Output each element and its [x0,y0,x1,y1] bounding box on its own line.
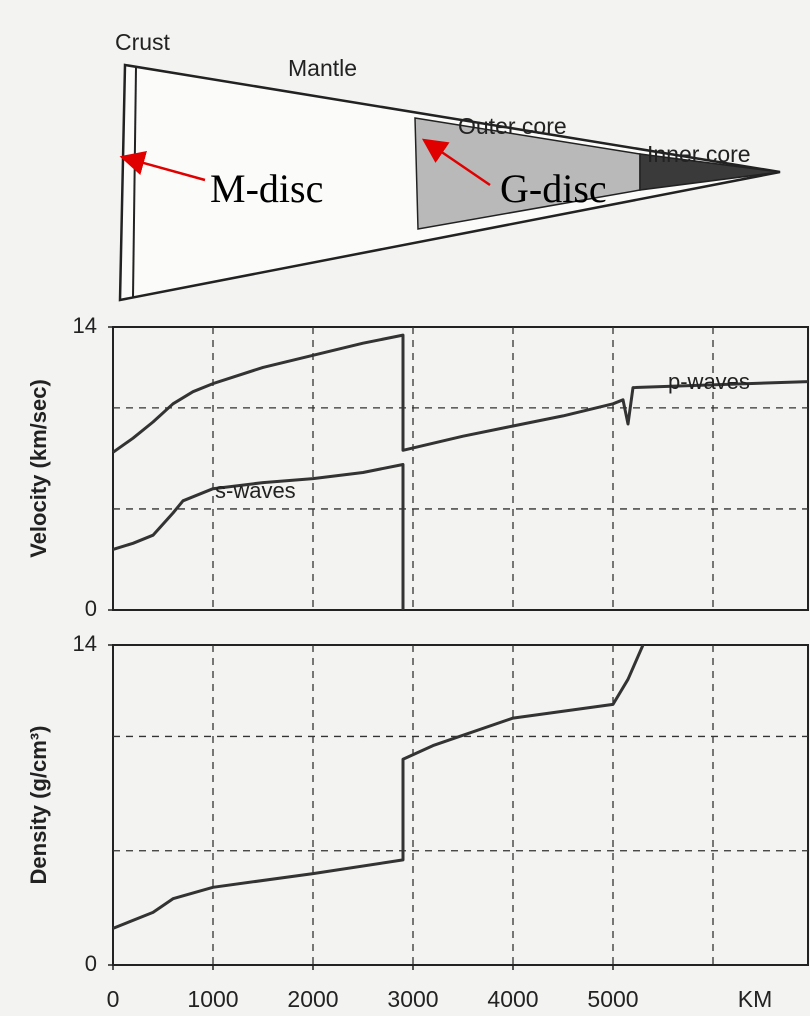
y-tick-label: 0 [85,951,97,976]
crust-label: Crust [115,29,171,55]
inner-core-label: Inner core [647,141,751,167]
outer-core-label: Outer core [458,113,567,139]
series-label: s-waves [215,478,296,503]
g-disc-label: G-disc [500,166,607,211]
x-tick-label: 5000 [587,986,638,1012]
y-tick-label: 0 [85,596,97,621]
y-tick-label: 14 [73,313,97,338]
x-tick-label: 1000 [187,986,238,1012]
x-tick-label: 4000 [487,986,538,1012]
y-axis-label: Velocity (km/sec) [26,379,51,558]
figure: Crust Mantle Outer core Inner core M-dis… [0,0,810,1016]
y-tick-label: 14 [73,631,97,656]
x-tick-label: 3000 [387,986,438,1012]
x-tick-label: 0 [107,986,120,1012]
mantle-label: Mantle [288,55,357,81]
x-axis-label: KM [738,986,773,1012]
series-label: p-waves [668,369,750,394]
m-disc-label: M-disc [210,166,323,211]
y-axis-label: Density (g/cm³) [26,726,51,885]
x-tick-label: 2000 [287,986,338,1012]
